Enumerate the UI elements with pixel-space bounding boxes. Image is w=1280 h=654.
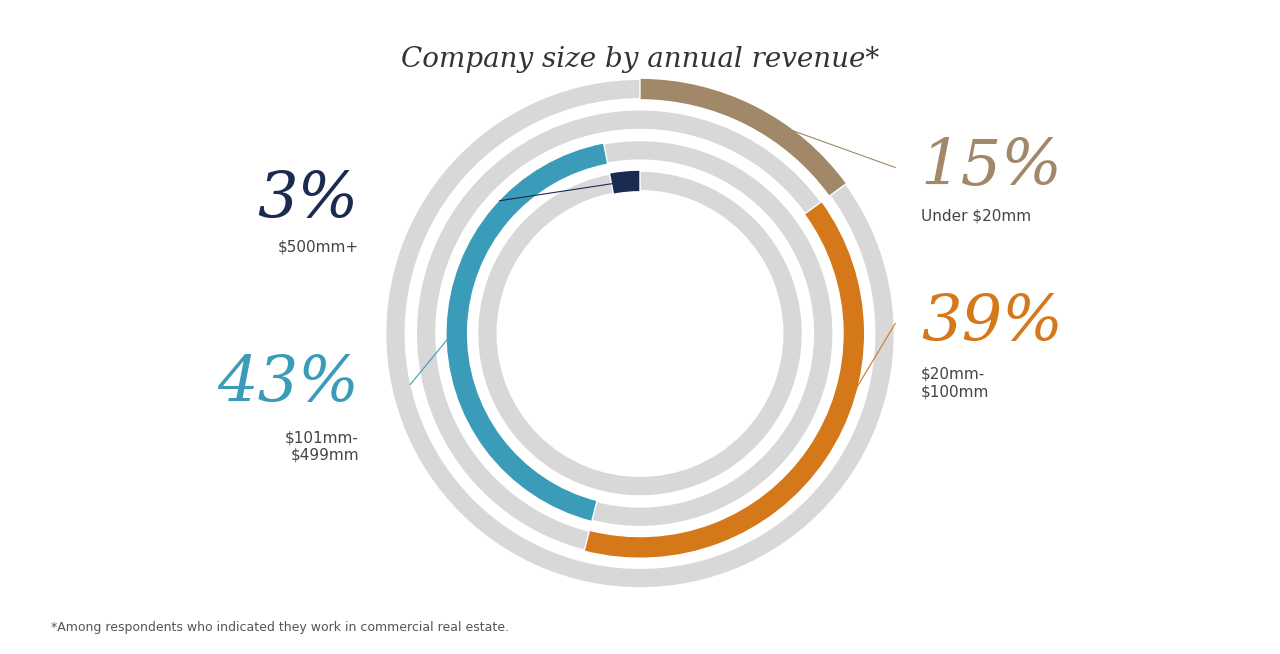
Wedge shape	[384, 78, 896, 589]
Wedge shape	[445, 143, 608, 521]
Text: Under $20mm: Under $20mm	[920, 209, 1030, 224]
Text: 43%: 43%	[218, 354, 360, 415]
Text: *Among respondents who indicated they work in commercial real estate.: *Among respondents who indicated they wo…	[51, 621, 509, 634]
Text: 15%: 15%	[920, 137, 1062, 198]
Text: $500mm+: $500mm+	[278, 239, 360, 254]
Wedge shape	[445, 139, 835, 528]
Wedge shape	[609, 170, 640, 194]
Text: $101mm-
$499mm: $101mm- $499mm	[285, 430, 360, 463]
Wedge shape	[584, 201, 865, 559]
Wedge shape	[415, 109, 865, 559]
Wedge shape	[640, 78, 846, 196]
Text: Company size by annual revenue*: Company size by annual revenue*	[401, 46, 879, 73]
Text: $20mm-
$100mm: $20mm- $100mm	[920, 367, 989, 399]
Text: 39%: 39%	[920, 292, 1062, 354]
Wedge shape	[476, 170, 804, 497]
Text: 3%: 3%	[257, 170, 360, 232]
